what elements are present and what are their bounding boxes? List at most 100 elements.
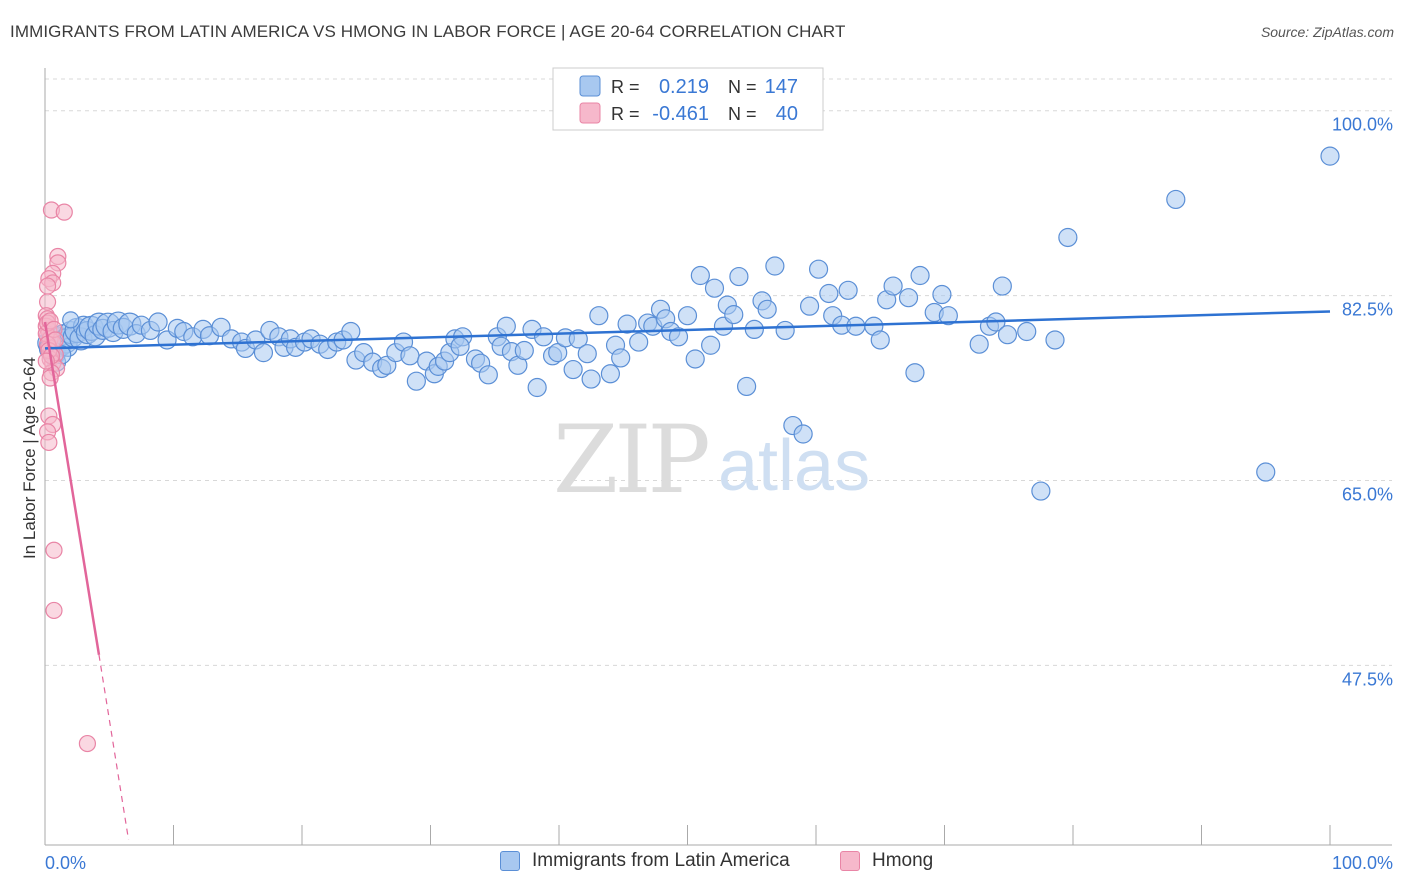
data-point-latin-america	[577, 344, 597, 364]
data-point-latin-america	[701, 335, 721, 355]
axis-layer	[44, 68, 1392, 846]
data-point-latin-america	[992, 276, 1012, 296]
data-point-latin-america	[765, 256, 785, 276]
data-point-latin-america	[969, 334, 989, 354]
y-axis-label: In Labor Force | Age 20-64	[20, 357, 39, 559]
grid-layer	[45, 78, 1392, 666]
stats-r-label-pink: R =	[611, 104, 640, 124]
x-tick-label: 100.0%	[1332, 853, 1393, 873]
data-point-latin-america	[253, 343, 274, 363]
data-point-latin-america	[724, 305, 744, 325]
data-point-latin-america	[450, 336, 470, 356]
legend-swatch-latin-america	[500, 851, 520, 871]
data-point-latin-america	[690, 265, 710, 286]
data-point-latin-america	[406, 371, 426, 391]
data-point-latin-america	[589, 306, 609, 326]
data-point-latin-america	[838, 280, 858, 300]
data-point-latin-america	[757, 299, 777, 319]
data-point-latin-america	[1017, 321, 1037, 342]
data-point-latin-america	[496, 316, 516, 336]
source-label: Source: ZipAtlas.com	[1260, 24, 1394, 40]
legend-swatch-hmong	[840, 851, 860, 871]
data-point-latin-america	[685, 349, 705, 369]
data-point-latin-america	[62, 311, 80, 329]
series-hmong-points	[37, 201, 97, 753]
data-point-latin-america	[527, 377, 547, 398]
stats-r-value-blue: 0.219	[659, 76, 709, 98]
trend-line-hmong	[43, 321, 101, 656]
x-tick-label: 0.0%	[45, 853, 86, 873]
stats-n-value-blue: 147	[765, 76, 798, 98]
data-point-latin-america	[478, 365, 498, 385]
watermark-atlas: atlas	[718, 426, 870, 506]
data-point-latin-america	[611, 348, 631, 368]
legend-item-hmong: Hmong	[840, 850, 933, 872]
data-point-latin-america	[793, 424, 813, 444]
data-point-hmong	[45, 541, 63, 559]
data-point-latin-america	[148, 312, 168, 332]
data-point-latin-america	[910, 265, 930, 286]
data-point-hmong	[78, 734, 97, 753]
data-point-latin-america	[883, 276, 903, 296]
stats-r-value-pink: -0.461	[652, 103, 709, 125]
y-tick-label: 82.5%	[1342, 300, 1393, 320]
data-point-latin-america	[341, 321, 361, 342]
data-point-hmong	[45, 601, 63, 620]
data-point-latin-america	[400, 346, 420, 366]
y-tick-label: 65.0%	[1342, 484, 1393, 504]
legend-label-hmong: Hmong	[872, 850, 934, 871]
y-tick-labels: 100.0% 82.5% 65.0% 47.5%	[1332, 115, 1393, 690]
data-point-latin-america	[514, 340, 534, 361]
chart-title: IMMIGRANTS FROM LATIN AMERICA VS HMONG I…	[10, 22, 846, 41]
y-tick-label: 100.0%	[1332, 115, 1393, 135]
data-point-latin-america	[898, 288, 919, 308]
data-point-latin-america	[600, 364, 621, 384]
data-point-latin-america	[997, 325, 1018, 345]
data-point-latin-america	[548, 343, 568, 363]
stats-n-label-blue: N =	[728, 77, 757, 97]
data-point-latin-america	[629, 332, 649, 352]
data-point-latin-america	[938, 306, 958, 326]
data-point-latin-america	[1045, 330, 1065, 350]
data-point-latin-america	[1058, 227, 1078, 248]
stats-legend: R = 0.219 N = 147 R = -0.461 N = 40	[552, 67, 824, 131]
data-point-latin-america	[704, 278, 725, 298]
data-point-latin-america	[1031, 481, 1051, 501]
watermark-zip: ZIP	[553, 406, 707, 515]
data-point-hmong	[40, 433, 58, 452]
data-point-latin-america	[1256, 462, 1276, 482]
data-point-latin-america	[617, 314, 637, 334]
data-point-latin-america	[563, 359, 583, 380]
trend-line-hmong-extension	[98, 654, 130, 840]
y-tick-label: 47.5%	[1342, 669, 1393, 689]
watermark: ZIP atlas	[553, 406, 870, 515]
data-point-latin-america	[932, 284, 952, 305]
data-point-latin-america	[775, 320, 795, 341]
data-point-latin-america	[1166, 189, 1186, 210]
data-point-latin-america	[905, 363, 925, 383]
data-point-latin-america	[1320, 146, 1340, 166]
data-point-latin-america	[737, 376, 757, 397]
legend-label-latin-america: Immigrants from Latin America	[532, 850, 790, 871]
stats-legend-swatch-pink	[579, 102, 601, 124]
data-point-latin-america	[870, 330, 890, 350]
trend-lines	[43, 310, 1331, 840]
data-point-latin-america	[533, 327, 554, 347]
data-point-hmong	[38, 277, 57, 295]
data-point-latin-america	[819, 283, 839, 304]
stats-n-label-pink: N =	[728, 104, 757, 124]
stats-n-value-pink: 40	[776, 103, 798, 125]
data-point-latin-america	[677, 306, 698, 326]
stats-r-label-blue: R =	[611, 77, 640, 97]
x-tick-labels: 0.0% 100.0%	[45, 853, 1393, 873]
data-point-latin-america	[729, 266, 749, 287]
legend-item-latin-america: Immigrants from Latin America	[500, 850, 790, 872]
stats-legend-swatch-blue	[579, 75, 601, 97]
data-point-latin-america	[668, 327, 689, 347]
data-point-latin-america	[581, 369, 601, 389]
bottom-legend: Immigrants from Latin America Hmong	[0, 850, 1406, 880]
data-point-latin-america	[808, 259, 829, 279]
trend-line-latin-america	[44, 310, 1331, 350]
data-point-hmong	[55, 203, 73, 221]
